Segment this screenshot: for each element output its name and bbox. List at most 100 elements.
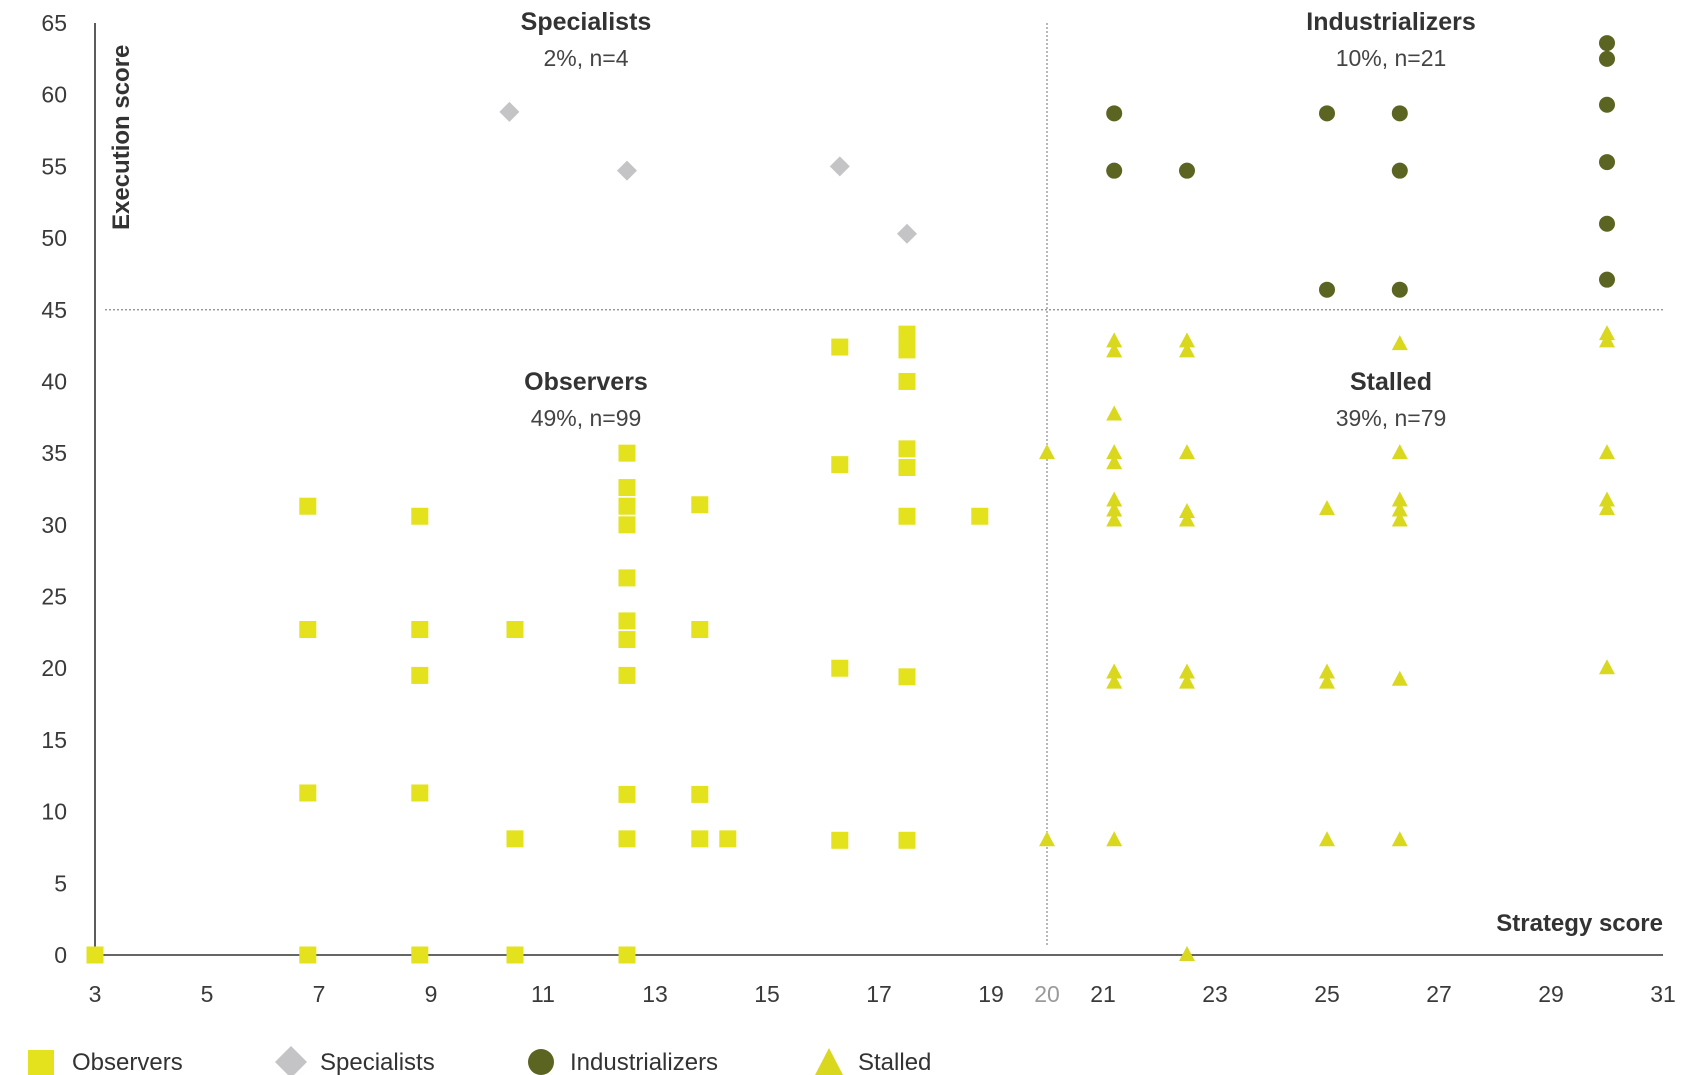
y-tick-label: 40 (41, 368, 67, 394)
observers-point (831, 659, 849, 677)
y-tick-label: 60 (41, 82, 67, 108)
stalled-point (1391, 501, 1408, 517)
observers-point (299, 784, 317, 802)
y-tick-label: 0 (54, 942, 67, 968)
observers-point (898, 372, 916, 390)
observers-point (411, 946, 429, 964)
observers-point (411, 507, 429, 525)
x-tick-label: 9 (425, 981, 438, 1007)
quadrant-title-industrializers: Industrializers (1306, 8, 1476, 36)
observers-point (506, 830, 524, 848)
observers-point (898, 341, 916, 359)
legend-observers-swatch (28, 1050, 54, 1075)
stalled-point (1179, 946, 1195, 961)
industrializers-point (1106, 105, 1123, 122)
x-tick-label: 13 (642, 981, 668, 1007)
x-tick-label: 25 (1314, 981, 1340, 1007)
stalled-point (1039, 831, 1055, 847)
observers-point (618, 444, 636, 462)
observers-point (618, 479, 636, 497)
stalled-point (1106, 501, 1123, 517)
stalled-point (1391, 335, 1408, 351)
observers-point (411, 621, 429, 639)
observers-point (971, 507, 989, 525)
y-tick-label: 25 (41, 584, 67, 610)
stalled-point (1391, 491, 1408, 507)
industrializers-point (1106, 162, 1123, 179)
stalled-point (1106, 491, 1123, 507)
y-tick-label: 15 (41, 727, 67, 753)
stalled-point (1106, 831, 1123, 847)
stalled-point (1179, 511, 1195, 527)
y-tick-label: 45 (41, 297, 67, 323)
observers-point (618, 830, 636, 848)
stalled-point (1599, 659, 1615, 675)
y-tick-label: 55 (41, 153, 67, 179)
industrializers-point (1599, 50, 1615, 67)
y-tick-label: 20 (41, 655, 67, 681)
stalled-point (1391, 831, 1408, 847)
legend-specialists-swatch (275, 1046, 307, 1075)
observers-point (898, 831, 916, 849)
y-tick-label: 65 (41, 10, 67, 36)
y-tick-label: 35 (41, 440, 67, 466)
legend-item-observers: Observers (28, 1049, 183, 1075)
stalled-point (1599, 444, 1615, 460)
stalled-point (1106, 511, 1123, 527)
legend-item-industrializers: Industrializers (528, 1049, 718, 1075)
observers-point (719, 830, 737, 848)
stalled-point (1179, 444, 1195, 460)
observers-point (618, 612, 636, 630)
quadrant-stat-stalled: 39%, n=79 (1336, 405, 1447, 431)
stalled-point (1106, 405, 1123, 421)
stalled-point (1599, 491, 1615, 507)
legend-specialists-label: Specialists (320, 1049, 435, 1075)
observers-point (898, 507, 916, 525)
stalled-point (1179, 342, 1195, 358)
observers-point (299, 946, 317, 964)
industrializers-point (1391, 105, 1408, 122)
stalled-point (1319, 673, 1335, 689)
industrializers-point (1599, 154, 1615, 171)
specialists-point (897, 223, 917, 244)
stalled-point (1599, 500, 1615, 516)
quadrant-title-stalled: Stalled (1350, 368, 1432, 396)
y-axis-title: Execution score (108, 45, 135, 230)
observers-point (618, 666, 636, 684)
observers-point (691, 785, 709, 803)
observers-point (691, 496, 709, 514)
industrializers-point (1599, 271, 1615, 288)
legend-item-specialists: Specialists (275, 1046, 435, 1075)
stalled-point (1179, 663, 1195, 679)
observers-point (618, 569, 636, 587)
observers-point (691, 830, 709, 848)
industrializers-point (1599, 96, 1615, 113)
quadrant-stat-industrializers: 10%, n=21 (1336, 45, 1447, 71)
specialists-point (617, 160, 637, 181)
quadrant-stat-specialists: 2%, n=4 (543, 45, 628, 71)
stalled-point (1391, 444, 1408, 460)
observers-point (831, 456, 849, 474)
observers-point (506, 621, 524, 639)
observers-point (691, 621, 709, 639)
stalled-point (1039, 444, 1055, 460)
observers-point (898, 668, 916, 686)
observers-point (618, 497, 636, 515)
observers-point (831, 831, 849, 849)
observers-point (299, 621, 317, 639)
x-tick-label: 17 (866, 981, 892, 1007)
industrializers-point (1179, 162, 1195, 179)
industrializers-point (1319, 281, 1335, 298)
stalled-point (1179, 673, 1195, 689)
stalled-point (1391, 511, 1408, 527)
y-tick-label: 30 (41, 512, 67, 538)
observers-point (86, 946, 104, 964)
x-tick-label: 15 (754, 981, 780, 1007)
industrializers-point (1599, 215, 1615, 232)
quadrant-title-specialists: Specialists (521, 8, 652, 36)
stalled-point (1319, 500, 1335, 516)
industrializers-point (1319, 105, 1335, 122)
specialists-point (499, 101, 520, 122)
stalled-point (1106, 673, 1123, 689)
